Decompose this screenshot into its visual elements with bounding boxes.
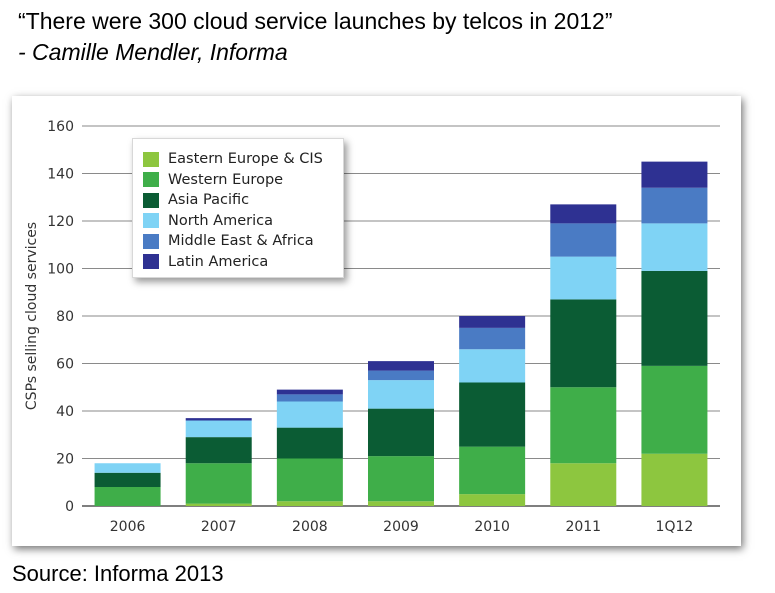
bar-segment xyxy=(185,420,252,438)
bar-segment xyxy=(459,327,526,350)
bar-segment xyxy=(641,161,708,188)
legend-swatch xyxy=(143,233,159,249)
x-tick-label: 2010 xyxy=(474,519,510,535)
bar-segment xyxy=(459,446,526,495)
legend-item: Middle East & Africa xyxy=(133,231,343,252)
bar-segment xyxy=(185,437,252,464)
legend-swatch xyxy=(143,254,159,270)
bar-segment xyxy=(368,380,434,409)
legend-label: Middle East & Africa xyxy=(168,233,314,250)
source-note: Source: Informa 2013 xyxy=(12,561,224,586)
x-tick-label: 2009 xyxy=(383,519,419,535)
x-tick-label: 1Q12 xyxy=(656,519,694,535)
legend-item: Eastern Europe & CIS xyxy=(133,149,343,170)
bar-segment xyxy=(94,487,161,506)
bar-segment xyxy=(94,463,161,473)
bar-segment xyxy=(368,456,434,502)
y-tick-label: 20 xyxy=(56,452,74,468)
legend-item: Latin America xyxy=(133,252,343,273)
bar-segment xyxy=(641,223,708,271)
quote-text: “There were 300 cloud service launches b… xyxy=(18,8,613,34)
bar-segment xyxy=(459,349,526,383)
bar-segment xyxy=(276,394,343,402)
y-tick-label: 120 xyxy=(47,214,74,230)
bar-segment xyxy=(550,387,617,464)
bar-segment xyxy=(185,463,252,504)
bar-segment xyxy=(550,223,617,257)
legend-item: North America xyxy=(133,211,343,232)
x-tick-label: 2006 xyxy=(110,519,146,535)
bar-segment xyxy=(368,408,434,457)
bar-segment xyxy=(550,463,617,506)
bar-segment xyxy=(185,418,252,421)
bar-segment xyxy=(641,365,708,454)
legend-swatch xyxy=(143,151,159,167)
legend-swatch xyxy=(143,172,159,188)
chart-panel: 0 20 40 60 80 100 120 140 160 CSPs selling cloud … xyxy=(12,96,741,546)
x-tick-label: 2011 xyxy=(565,519,601,535)
y-tick-label: 40 xyxy=(56,404,74,420)
bar-segment xyxy=(459,316,526,328)
bar-segment xyxy=(368,501,434,506)
legend-label: Asia Pacific xyxy=(168,192,250,209)
legend-label: Latin America xyxy=(168,253,269,270)
y-tick-label: 140 xyxy=(47,167,74,183)
bar-segment xyxy=(368,361,434,371)
bar-segment xyxy=(459,494,526,506)
bar-segment xyxy=(368,370,434,381)
y-tick-label: 0 xyxy=(65,499,74,515)
bar-segment xyxy=(550,204,617,224)
stacked-bar-chart: 0 20 40 60 80 100 120 140 160 CSPs selling cloud … xyxy=(24,119,720,535)
bar-segment xyxy=(550,256,617,300)
y-tick-label: 100 xyxy=(47,262,74,278)
bar-segment xyxy=(94,472,161,487)
legend-item: Asia Pacific xyxy=(133,190,343,211)
legend-swatch xyxy=(143,192,159,208)
bar-segment xyxy=(459,382,526,447)
bar-segment xyxy=(550,299,617,388)
bar-segment xyxy=(276,389,343,395)
bar-segment xyxy=(185,503,252,506)
bar-segment xyxy=(276,427,343,459)
legend-label: Western Europe xyxy=(168,171,284,188)
legend-label: North America xyxy=(168,212,273,229)
bar-segment xyxy=(641,270,708,366)
x-tick-label: 2008 xyxy=(292,519,328,535)
legend-swatch xyxy=(143,213,159,229)
y-tick-label: 80 xyxy=(56,309,74,325)
bar-segment xyxy=(276,501,343,506)
chart-legend: Eastern Europe & CIS Western Europe Asia P… xyxy=(132,138,344,278)
bar-segment xyxy=(276,401,343,428)
y-tick-label: 160 xyxy=(47,119,74,135)
y-tick-label: 60 xyxy=(56,357,74,373)
legend-label: Eastern Europe & CIS xyxy=(168,151,323,168)
bar-segment xyxy=(641,187,708,224)
bar-segment xyxy=(641,453,708,506)
bar-segment xyxy=(276,458,343,502)
legend-item: Western Europe xyxy=(133,170,343,191)
x-tick-label: 2007 xyxy=(201,519,237,535)
y-axis-title: CSPs selling cloud services xyxy=(24,222,40,410)
quote-attribution: - Camille Mendler, Informa xyxy=(18,39,288,65)
